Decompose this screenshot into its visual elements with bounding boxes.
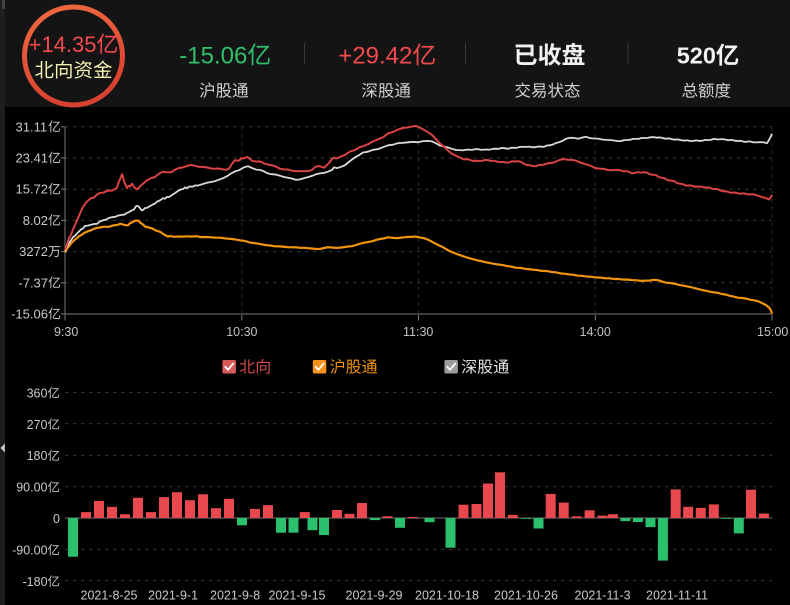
- svg-text:11:30: 11:30: [403, 325, 433, 339]
- svg-text:2021-11-11: 2021-11-11: [646, 589, 708, 603]
- svg-text:2021-11-3: 2021-11-3: [575, 589, 631, 603]
- svg-text:2021-9-1: 2021-9-1: [148, 589, 198, 603]
- svg-text:-7.37: -7.37: [18, 275, 48, 290]
- svg-text:3272: 3272: [19, 244, 48, 259]
- svg-text:10:30: 10:30: [226, 325, 257, 339]
- svg-text:180: 180: [27, 449, 48, 463]
- svg-text:14:00: 14:00: [580, 325, 611, 339]
- svg-text:270: 270: [27, 418, 48, 432]
- svg-text:-180: -180: [23, 575, 48, 589]
- svg-text:-15.06: -15.06: [11, 307, 48, 322]
- svg-text:2021-9-8: 2021-9-8: [210, 589, 260, 603]
- svg-text:520: 520: [677, 43, 716, 69]
- svg-text:23.41: 23.41: [16, 151, 49, 166]
- svg-text:360: 360: [27, 386, 48, 400]
- svg-text:2021-10-26: 2021-10-26: [494, 589, 558, 603]
- svg-text:15:00: 15:00: [757, 325, 788, 339]
- svg-text:31.11: 31.11: [16, 119, 48, 134]
- svg-text:15.72: 15.72: [16, 182, 49, 197]
- svg-text:2021-9-29: 2021-9-29: [346, 589, 403, 603]
- svg-text:2021-9-15: 2021-9-15: [269, 589, 326, 603]
- svg-text:0: 0: [53, 512, 60, 526]
- svg-text:8.02: 8.02: [23, 213, 48, 228]
- svg-text:+29.42: +29.42: [338, 43, 412, 70]
- svg-text:9:30: 9:30: [54, 325, 78, 339]
- svg-text:2021-10-18: 2021-10-18: [415, 589, 479, 603]
- svg-text:+14.35: +14.35: [29, 32, 97, 57]
- svg-text:-90.00: -90.00: [12, 543, 47, 557]
- svg-text:-15.06: -15.06: [179, 43, 247, 70]
- svg-text:2021-8-25: 2021-8-25: [81, 589, 138, 603]
- svg-text:90.00: 90.00: [16, 481, 47, 495]
